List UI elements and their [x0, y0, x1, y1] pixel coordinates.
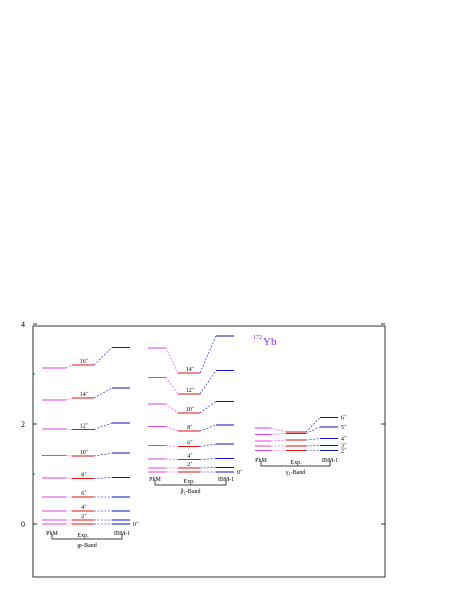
plot-frame — [32, 325, 386, 578]
spin-label: 5+ — [341, 423, 347, 432]
phm-exp-connector — [165, 445, 179, 447]
band-label: β1-Band — [181, 489, 201, 496]
band-bracket — [51, 534, 123, 540]
phm-exp-connector — [165, 458, 179, 460]
band-label: γ1-Band — [285, 470, 306, 477]
spin-label: 4+ — [187, 451, 193, 460]
spin-label: 14+ — [80, 390, 89, 399]
spin-label: 0+ — [133, 520, 139, 529]
band-label: gr-Band — [77, 543, 97, 549]
spin-label: 16+ — [80, 357, 89, 366]
spin-label: 10+ — [80, 448, 89, 457]
spin-label: 0+ — [237, 468, 243, 477]
column-label-exp: Exp. — [290, 460, 302, 466]
spin-label: 10+ — [186, 405, 195, 414]
spin-label: 3+ — [341, 441, 347, 450]
spin-label: 4+ — [341, 434, 347, 443]
exp-ibm-connector — [305, 445, 321, 447]
exp-ibm-connector — [199, 458, 217, 460]
exp-ibm-connector — [93, 477, 113, 479]
phm-exp-connector — [65, 428, 73, 430]
column-label-exp: Exp. — [183, 479, 195, 485]
phm-exp-connector — [65, 364, 73, 369]
exp-ibm-connector — [199, 335, 217, 374]
spin-label: 2+ — [187, 460, 193, 469]
band-bracket — [260, 461, 331, 467]
phm-exp-connector — [270, 439, 287, 442]
exp-ibm-connector — [93, 387, 113, 399]
exp-ibm-connector — [199, 443, 217, 447]
phm-exp-connector — [165, 347, 179, 374]
spin-label: 8+ — [81, 470, 87, 479]
spin-label: 6+ — [187, 438, 193, 447]
spin-label: 12+ — [80, 421, 89, 430]
spin-label: 2+ — [81, 512, 87, 521]
exp-ibm-connector — [93, 452, 113, 457]
y-tick-label: 0 — [21, 520, 25, 529]
spin-label: 6+ — [81, 489, 87, 498]
spin-label: 4+ — [81, 503, 87, 512]
exp-ibm-connector — [305, 438, 321, 441]
exp-ibm-connector — [199, 424, 217, 432]
exp-ibm-connector — [199, 467, 217, 469]
phm-exp-connector — [165, 377, 179, 395]
column-label-exp: Exp. — [77, 533, 89, 539]
phm-exp-connector — [65, 455, 73, 457]
phm-exp-connector — [270, 433, 287, 435]
exp-ibm-connector — [199, 401, 217, 414]
phm-exp-connector — [165, 403, 179, 414]
nucleus-symbol: Yb — [263, 336, 277, 348]
spin-label: 8+ — [187, 423, 193, 432]
y-axis: 0 2 4 — [21, 320, 385, 529]
exp-ibm-connector — [93, 347, 113, 366]
spin-label: 12+ — [186, 386, 195, 395]
bands-container: 0+2+4+6+8+10+12+14+16+PhM Exp. IBM-1gr-Ban… — [42, 335, 347, 549]
nucleus-mass-number: 172 — [253, 335, 262, 341]
exp-ibm-connector — [93, 422, 113, 430]
band-gamma: 2+3+4+5+6+PhM Exp. IBM-1γ1-Band — [255, 413, 347, 477]
phm-exp-connector — [65, 397, 73, 401]
phm-exp-connector — [165, 426, 179, 432]
exp-ibm-connector — [199, 370, 217, 395]
y-tick-label: 2 — [21, 420, 25, 429]
spin-label: 2+ — [341, 446, 347, 455]
band-gr: 0+2+4+6+8+10+12+14+16+PhM Exp. IBM-1gr-Ban… — [42, 347, 139, 549]
phm-exp-connector — [65, 477, 73, 479]
spin-label: 14+ — [186, 365, 195, 374]
phm-exp-connector — [270, 427, 287, 433]
exp-ibm-connector — [305, 417, 321, 433]
y-tick-label: 4 — [21, 320, 25, 329]
exp-ibm-connector — [305, 426, 321, 434]
band-beta: 0+2+4+6+8+10+12+14+PhM Exp. IBM-1β1-Band — [148, 335, 243, 496]
band-bracket — [154, 480, 227, 486]
spin-label: 6+ — [341, 413, 347, 422]
